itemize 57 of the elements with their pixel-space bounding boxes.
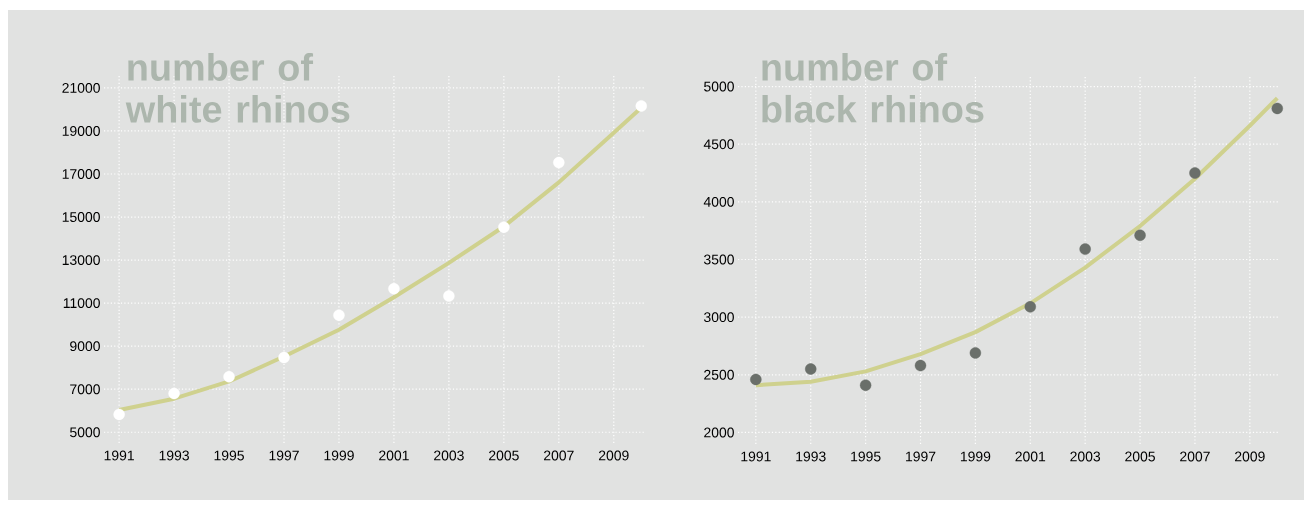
x-tick-label: 2009 bbox=[598, 450, 629, 461]
point bbox=[333, 309, 345, 321]
x-tick-label: 1991 bbox=[741, 451, 771, 462]
chart-title: number of black rhinos bbox=[762, 53, 984, 123]
point bbox=[223, 371, 235, 383]
y-tick-label: 17000 bbox=[62, 169, 100, 179]
x-tick-label: 1995 bbox=[851, 451, 881, 462]
point bbox=[1189, 167, 1201, 179]
point bbox=[750, 373, 762, 386]
y-tick-label: 3500 bbox=[703, 254, 734, 265]
y-tick-label: 15000 bbox=[62, 212, 100, 222]
y-tick-label: 4500 bbox=[703, 139, 734, 150]
x-tick-label: 2003 bbox=[434, 450, 464, 461]
x-tick-label: 2005 bbox=[489, 450, 519, 461]
x-tick-label: 1999 bbox=[960, 451, 991, 462]
y-tick-label: 19000 bbox=[62, 126, 100, 136]
point bbox=[1079, 243, 1091, 255]
y-tick-label: 13000 bbox=[62, 255, 100, 266]
x-tick-label: 2001 bbox=[379, 450, 409, 461]
point bbox=[805, 363, 817, 375]
point bbox=[443, 290, 455, 302]
x-tick-label: 1993 bbox=[159, 450, 189, 461]
y-tick-label: 2500 bbox=[704, 369, 734, 380]
point bbox=[1134, 229, 1146, 241]
y-tick-label: 4000 bbox=[703, 196, 734, 207]
x-tick-label: 1997 bbox=[906, 451, 936, 462]
y-tick-label: 9000 bbox=[70, 341, 100, 352]
x-tick-label: 2007 bbox=[1180, 451, 1210, 462]
x-tick-label: 1997 bbox=[269, 450, 299, 461]
x-tick-label: 2009 bbox=[1235, 451, 1265, 462]
point bbox=[113, 408, 125, 421]
point bbox=[168, 387, 180, 400]
point bbox=[914, 359, 927, 372]
point bbox=[1271, 102, 1283, 115]
x-tick-label: 1993 bbox=[796, 451, 826, 462]
x-tick-label: 2003 bbox=[1070, 451, 1101, 462]
point bbox=[553, 156, 565, 169]
x-tick-label: 1999 bbox=[324, 450, 354, 461]
point bbox=[859, 379, 872, 391]
point bbox=[635, 100, 647, 112]
point bbox=[498, 221, 510, 233]
x-tick-label: 1995 bbox=[214, 450, 244, 461]
y-tick-label: 3000 bbox=[703, 312, 734, 323]
y-tick-label: 21000 bbox=[62, 82, 100, 93]
x-tick-label: 2001 bbox=[1015, 451, 1046, 462]
x-tick-label: 1991 bbox=[104, 450, 134, 461]
y-tick-label: 11000 bbox=[63, 298, 100, 309]
y-tick-label: 2000 bbox=[704, 427, 734, 438]
x-tick-label: 2007 bbox=[544, 450, 574, 461]
point bbox=[1024, 301, 1036, 313]
x-tick-label: 2005 bbox=[1125, 451, 1155, 462]
point bbox=[969, 347, 982, 359]
y-tick-label: 7000 bbox=[70, 384, 100, 395]
point bbox=[278, 351, 290, 364]
y-tick-label: 5000 bbox=[70, 427, 100, 438]
point bbox=[388, 283, 400, 295]
y-tick-label: 5000 bbox=[704, 81, 734, 92]
